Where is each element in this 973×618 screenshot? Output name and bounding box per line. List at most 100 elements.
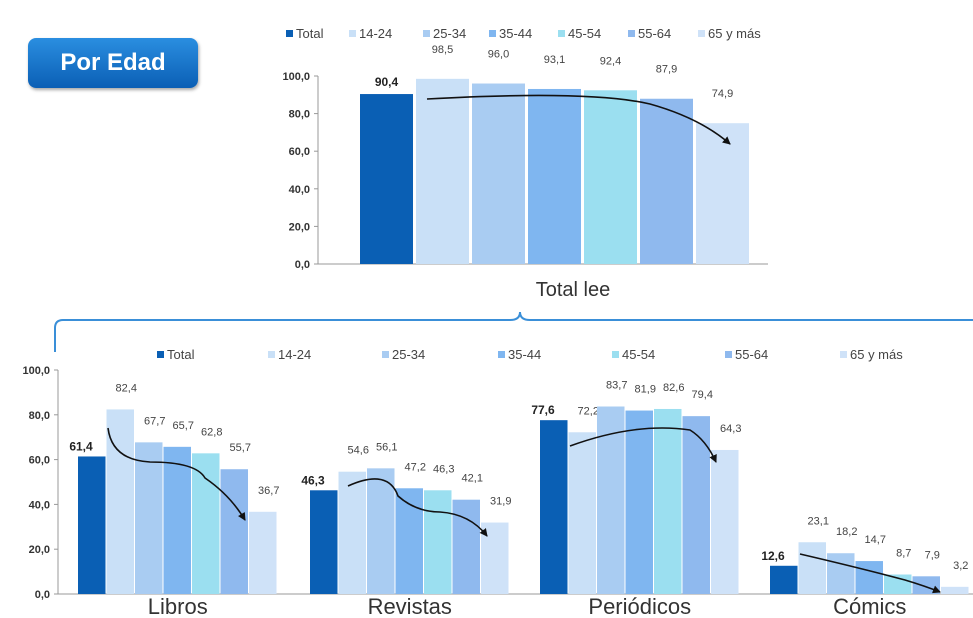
value-label: 83,7: [606, 380, 627, 392]
value-label: 64,3: [720, 423, 741, 435]
bar-Revistas-45-54: [424, 490, 452, 594]
top-legend-swatch: [698, 30, 705, 37]
top-bar-45-54: [584, 90, 637, 265]
bar-Periódicos-Total: [540, 420, 568, 594]
bottom-legend-label: 25-34: [392, 347, 425, 362]
top-value-label: 90,4: [375, 75, 399, 89]
bottom-y-tick-label: 40,0: [29, 499, 50, 511]
top-bar-Total: [360, 94, 413, 264]
top-x-axis-title: Total lee: [536, 279, 611, 301]
top-y-tick-label: 0,0: [295, 259, 310, 271]
value-label: 23,1: [808, 515, 829, 527]
top-legend-label: 65 y más: [708, 26, 761, 41]
bottom-legend-swatch: [725, 351, 732, 358]
value-label: 55,7: [230, 442, 251, 454]
value-label: 82,6: [663, 382, 684, 394]
bar-Cómics-Total: [770, 565, 798, 594]
bottom-legend-label: 65 y más: [850, 347, 903, 362]
top-y-tick-label: 60,0: [289, 146, 310, 158]
value-label: 72,2: [578, 405, 599, 417]
bracket-connector: [54, 311, 973, 352]
value-label: 54,6: [348, 445, 369, 457]
category-label: Cómics: [833, 594, 906, 618]
bar-Periódicos-14-24: [568, 432, 596, 594]
bottom-legend-swatch: [612, 351, 619, 358]
top-legend-label: 35-44: [499, 26, 532, 41]
bottom-y-tick-label: 100,0: [22, 365, 50, 377]
bar-Cómics-35-44: [855, 561, 883, 594]
value-label: 12,6: [761, 549, 785, 563]
top-value-label: 96,0: [488, 49, 509, 61]
total-lee-chart: 0,0 20,0 40,0 60,0 80,0 100,0 90,4 98,5 96,0 93,1…: [282, 26, 768, 301]
trend-arrow: [107, 427, 246, 521]
value-label: 14,7: [865, 534, 886, 546]
value-label: 61,4: [69, 439, 93, 453]
bar-Libros-65 y más: [249, 511, 277, 594]
value-label: 82,4: [116, 382, 137, 394]
bar-Libros-25-34: [135, 442, 163, 594]
top-legend-label: 14-24: [359, 26, 392, 41]
top-bar-55-64: [640, 98, 693, 264]
bar-Periódicos-55-64: [682, 416, 710, 594]
bottom-legend-swatch: [268, 351, 275, 358]
top-value-label: 92,4: [600, 55, 621, 67]
top-bar-25-34: [472, 83, 525, 265]
top-legend-swatch: [423, 30, 430, 37]
top-bar-65 y más: [696, 123, 749, 264]
bar-Periódicos-45-54: [654, 408, 682, 594]
bar-Libros-Total: [78, 456, 106, 594]
top-legend-label: 45-54: [568, 26, 601, 41]
top-legend-swatch: [558, 30, 565, 37]
bottom-legend-swatch: [840, 351, 847, 358]
top-legend-swatch: [489, 30, 496, 37]
section-badge: Por Edad: [28, 38, 198, 88]
trend-arrow: [347, 478, 488, 537]
bottom-y-tick-label: 80,0: [29, 410, 50, 422]
top-legend-swatch: [286, 30, 293, 37]
value-label: 8,7: [896, 548, 911, 560]
value-label: 81,9: [635, 384, 656, 396]
top-legend-swatch: [628, 30, 635, 37]
value-label: 62,8: [201, 426, 222, 438]
top-y-tick-label: 40,0: [289, 184, 310, 196]
value-label: 56,1: [376, 441, 397, 453]
bottom-legend-swatch: [382, 351, 389, 358]
top-legend-label: Total: [296, 26, 324, 41]
top-value-label: 87,9: [656, 64, 677, 76]
value-label: 79,4: [692, 389, 713, 401]
top-value-label: 74,9: [712, 88, 733, 100]
top-bar-35-44: [528, 88, 581, 264]
value-label: 65,7: [173, 420, 194, 432]
value-label: 77,6: [531, 403, 555, 417]
bar-Revistas-55-64: [452, 499, 480, 594]
top-value-label: 93,1: [544, 54, 565, 66]
top-legend-swatch: [349, 30, 356, 37]
value-label: 36,7: [258, 485, 279, 497]
top-y-tick-label: 100,0: [282, 71, 310, 83]
top-value-label: 98,5: [432, 44, 453, 56]
bar-Cómics-25-34: [827, 553, 855, 594]
media-type-chart: 0,0 20,0 40,0 60,0 80,0 100,0 61,4 82,4 67,7 65,7…: [22, 347, 973, 618]
bar-Periódicos-25-34: [597, 406, 625, 594]
top-bar-14-24: [416, 78, 469, 264]
bottom-y-tick-label: 60,0: [29, 455, 50, 467]
top-legend-label: 25-34: [433, 26, 466, 41]
top-y-tick-label: 20,0: [289, 221, 310, 233]
value-label: 31,9: [490, 496, 511, 508]
bar-Revistas-25-34: [367, 468, 395, 594]
bar-Periódicos-35-44: [625, 410, 653, 594]
bar-Cómics-65 y más: [941, 586, 969, 594]
badge-label: Por Edad: [60, 49, 166, 76]
bottom-legend-label: 14-24: [278, 347, 311, 362]
value-label: 18,2: [836, 526, 857, 538]
bar-Libros-55-64: [220, 469, 248, 594]
category-label: Libros: [148, 594, 208, 618]
value-label: 46,3: [301, 473, 325, 487]
value-label: 46,3: [433, 463, 454, 475]
category-label: Periódicos: [588, 594, 691, 618]
bar-Revistas-14-24: [338, 471, 366, 594]
bottom-y-tick-label: 20,0: [29, 544, 50, 556]
bar-Cómics-14-24: [798, 542, 826, 594]
category-label: Revistas: [368, 594, 452, 618]
